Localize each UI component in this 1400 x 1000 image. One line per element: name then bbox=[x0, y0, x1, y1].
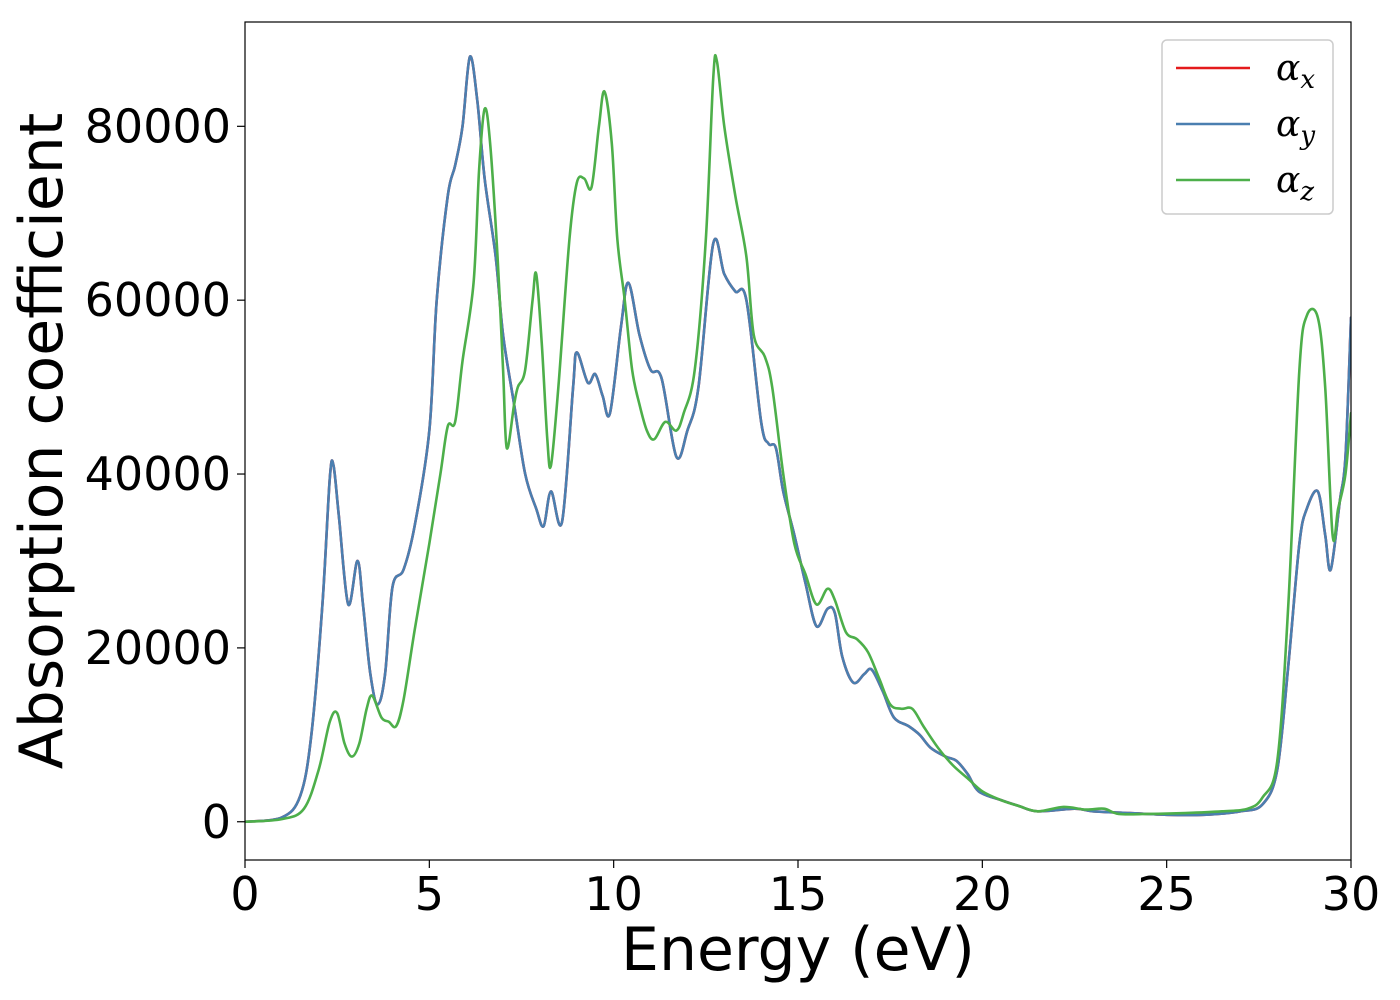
legend-subscript: z bbox=[1299, 177, 1314, 207]
y-tick-label: 0 bbox=[202, 795, 231, 849]
legend-label-x: αx bbox=[1276, 48, 1315, 95]
legend-subscript: y bbox=[1299, 121, 1315, 151]
y-axis-title: Absorption coefficient bbox=[7, 113, 77, 770]
x-tick-label: 25 bbox=[1137, 867, 1196, 921]
series-layer bbox=[245, 53, 1351, 824]
y-axis: 0 20000 40000 60000 80000 bbox=[85, 99, 245, 849]
x-axis-title: Energy (eV) bbox=[621, 915, 975, 985]
legend-subscript: x bbox=[1300, 65, 1315, 95]
y-tick-label: 80000 bbox=[85, 99, 231, 153]
y-tick-label: 40000 bbox=[85, 447, 231, 501]
series-line-z bbox=[245, 53, 1351, 824]
x-tick-label: 5 bbox=[415, 867, 444, 921]
x-tick-label: 15 bbox=[769, 867, 828, 921]
x-axis: 0 5 10 15 20 25 30 bbox=[230, 860, 1380, 921]
legend-box bbox=[1161, 39, 1334, 215]
x-tick-label: 10 bbox=[584, 867, 643, 921]
series-line-y bbox=[245, 55, 1351, 824]
y-tick-label: 20000 bbox=[85, 621, 231, 675]
legend-label-y: αy bbox=[1276, 104, 1315, 151]
x-tick-label: 0 bbox=[230, 867, 259, 921]
x-tick-label: 20 bbox=[953, 867, 1012, 921]
y-tick-label: 60000 bbox=[85, 273, 231, 327]
x-tick-label: 30 bbox=[1322, 867, 1381, 921]
